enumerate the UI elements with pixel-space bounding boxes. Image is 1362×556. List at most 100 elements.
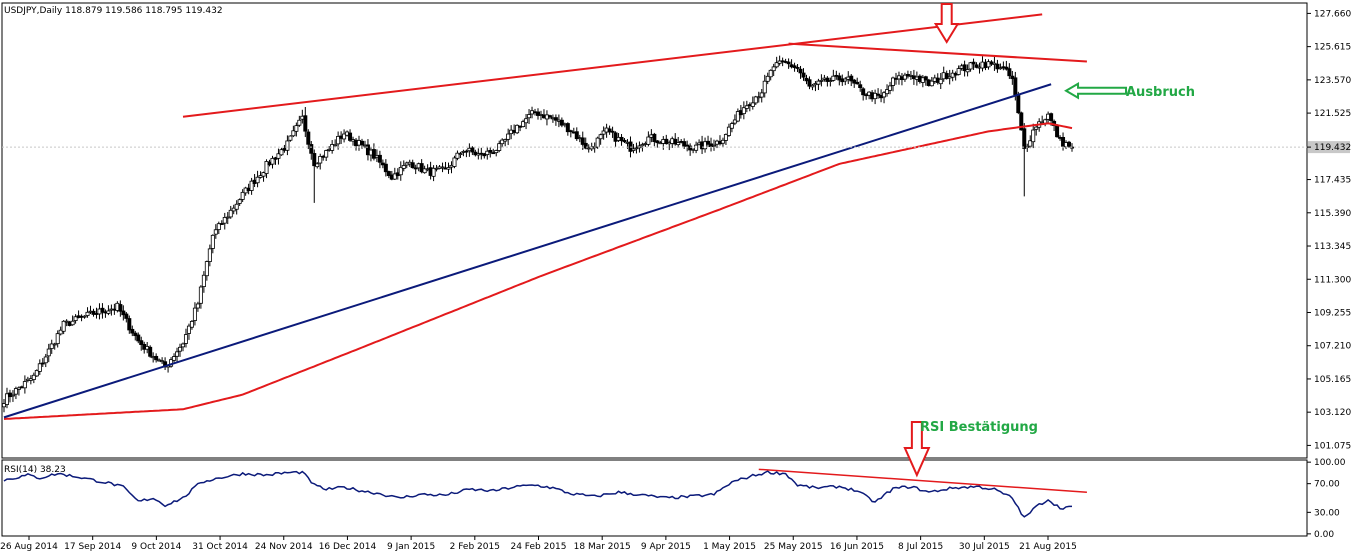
- candle: [527, 109, 532, 124]
- candle: [753, 95, 758, 106]
- candle-body: [515, 124, 520, 134]
- candle: [440, 162, 445, 173]
- candle: [431, 165, 436, 182]
- candle: [46, 343, 51, 363]
- candle: [288, 135, 293, 142]
- candle: [888, 81, 893, 95]
- candle-body: [118, 304, 123, 312]
- rsi-y-tick-label: 100.00: [1314, 458, 1346, 468]
- candle-body: [664, 138, 669, 145]
- candle-body: [222, 217, 227, 224]
- candle-body: [440, 166, 445, 169]
- candle: [506, 128, 511, 146]
- candle: [968, 61, 973, 72]
- candle-body: [431, 167, 436, 177]
- candle-body: [858, 84, 863, 89]
- candle-body: [64, 320, 69, 323]
- candle: [91, 308, 96, 317]
- candle-body: [726, 126, 731, 136]
- candle-body: [2, 403, 7, 408]
- candle-body: [547, 115, 552, 118]
- candle-body: [136, 334, 141, 342]
- candle: [536, 108, 541, 120]
- candle-body: [521, 121, 526, 127]
- candle-body: [694, 144, 699, 151]
- candle-body: [1013, 77, 1018, 95]
- candle-body: [1010, 75, 1015, 80]
- candle: [285, 135, 290, 156]
- candle: [204, 260, 209, 281]
- candle-body: [876, 93, 881, 96]
- candle: [160, 357, 165, 365]
- candle-body: [598, 134, 603, 140]
- candle: [464, 149, 469, 158]
- candle-body: [837, 75, 842, 81]
- candle: [121, 305, 126, 321]
- candle: [673, 133, 678, 146]
- candle-body: [121, 310, 126, 316]
- candle: [515, 124, 520, 135]
- candle-body: [765, 75, 770, 82]
- x-tick-label: 24 Feb 2015: [510, 542, 566, 552]
- candle-body: [333, 144, 338, 147]
- candle-body: [786, 61, 791, 65]
- candle: [873, 89, 878, 105]
- candle: [744, 100, 749, 113]
- candle: [610, 126, 615, 138]
- candle: [1067, 140, 1072, 148]
- candle: [795, 63, 800, 73]
- candle-body: [968, 62, 973, 70]
- candle-body: [849, 75, 854, 82]
- candle-body: [744, 105, 749, 109]
- candle: [923, 75, 928, 86]
- candle: [553, 114, 558, 126]
- y-tick-label: 105.165: [1314, 375, 1351, 385]
- candle-body: [127, 318, 132, 331]
- candle-body: [527, 114, 532, 119]
- candle-body: [175, 351, 180, 357]
- candle: [225, 212, 230, 225]
- candle: [172, 353, 177, 363]
- candle: [583, 137, 588, 150]
- candle: [703, 137, 708, 153]
- candle: [500, 138, 505, 148]
- y-tick-label: 103.120: [1314, 408, 1351, 418]
- candle: [198, 285, 203, 309]
- candle-body: [342, 133, 347, 140]
- candle-body: [1004, 66, 1009, 70]
- candle: [422, 165, 427, 174]
- y-tick-label: 123.570: [1314, 76, 1351, 86]
- candle: [652, 132, 657, 147]
- candle-body: [607, 128, 612, 133]
- candle-body: [646, 136, 651, 145]
- x-tick-label: 31 Oct 2014: [192, 542, 248, 552]
- rsi-panel: 100.00 70.00 30.00 0.00: [1, 421, 1346, 540]
- candle-body: [279, 149, 284, 156]
- candle-body: [792, 65, 797, 68]
- candle-body: [180, 343, 185, 348]
- candle: [634, 142, 639, 154]
- candle-body: [133, 332, 138, 337]
- candle-body: [923, 76, 928, 81]
- candle-body: [768, 69, 773, 78]
- x-tick-label: 1 May 2015: [703, 542, 756, 552]
- candle-body: [100, 307, 105, 313]
- candle: [294, 122, 299, 137]
- candle: [127, 315, 132, 334]
- candle-body: [902, 74, 907, 80]
- candle: [413, 164, 418, 175]
- x-tick-label: 17 Sep 2014: [64, 542, 121, 552]
- candle: [723, 133, 728, 145]
- candle-body: [348, 132, 353, 141]
- candle-body: [771, 66, 776, 72]
- candle-body: [622, 139, 627, 143]
- candle: [891, 76, 896, 92]
- candle: [201, 271, 206, 293]
- candle: [234, 200, 239, 215]
- candle-body: [762, 80, 767, 94]
- candle-body: [204, 261, 209, 277]
- candle: [995, 59, 1000, 73]
- candle: [228, 205, 233, 219]
- candle: [971, 58, 976, 70]
- candle-body: [500, 139, 505, 145]
